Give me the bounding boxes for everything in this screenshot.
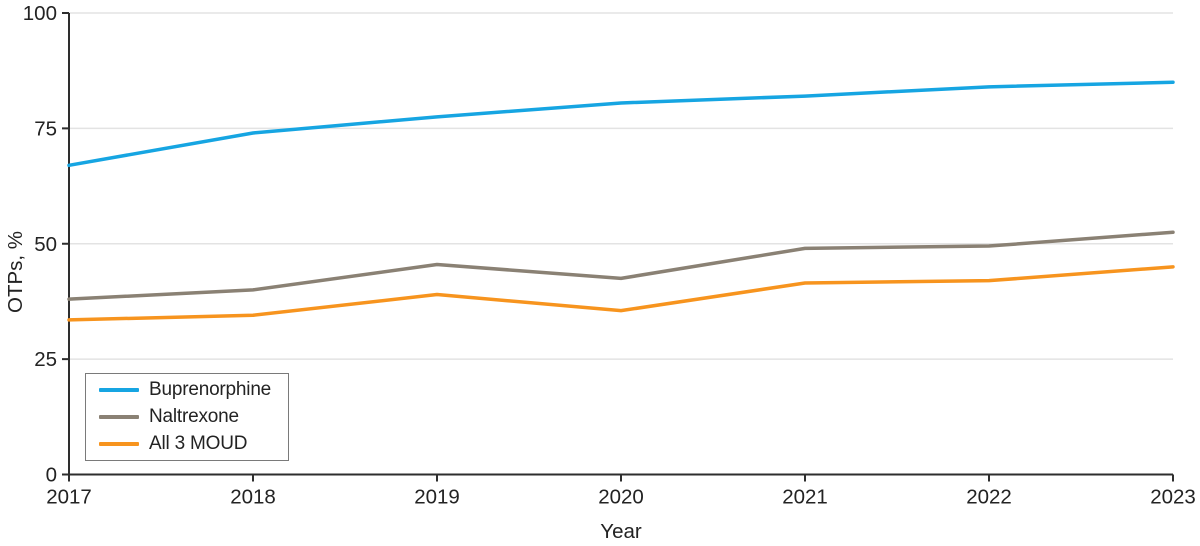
all-3-moud-line-swatch [99,442,139,446]
legend-item-all-3-moud: All 3 MOUD [99,433,288,454]
y-tick-label: 25 [34,348,57,371]
x-tick-label: 2021 [782,486,828,509]
buprenorphine-line-swatch [99,388,139,392]
y-axis-title: OTPs, % [4,231,27,313]
legend-label-naltrexone: Naltrexone [149,406,239,427]
naltrexone-line-swatch [99,415,139,419]
series-line-all-3-moud [67,265,1175,322]
legend-item-buprenorphine: Buprenorphine [99,379,288,400]
y-tick-label: 75 [34,117,57,140]
y-tick-label: 100 [23,2,57,25]
legend-item-naltrexone: Naltrexone [99,406,288,427]
y-tick-label: 50 [34,233,57,256]
series-line-buprenorphine [67,80,1175,168]
legend-label-all-3-moud: All 3 MOUD [149,433,248,454]
x-tick-label: 2022 [966,486,1012,509]
x-axis-title: Year [600,520,642,543]
legend: Buprenorphine Naltrexone All 3 MOUD [85,373,289,461]
series-line-naltrexone [67,230,1175,301]
x-tick-label: 2018 [230,486,276,509]
x-tick-label: 2020 [598,486,644,509]
legend-label-buprenorphine: Buprenorphine [149,379,272,400]
x-tick-label: 2017 [46,486,92,509]
x-tick-label: 2023 [1150,486,1196,509]
y-tick-label: 0 [46,464,57,487]
x-tick-label: 2019 [414,486,460,509]
